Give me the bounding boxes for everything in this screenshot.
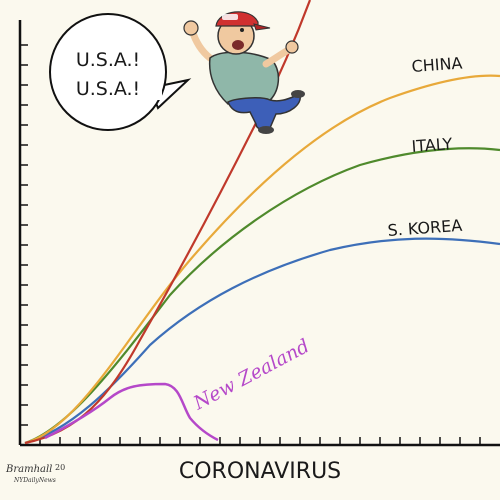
speech-bubble: U.S.A.! U.S.A.!	[49, 13, 192, 131]
signature-year: 20	[55, 463, 65, 472]
x-axis-label: CORONAVIRUS	[179, 459, 341, 484]
speech-line-1: U.S.A.!	[76, 49, 140, 71]
italy-label: ITALY	[411, 134, 453, 156]
y-axis-ticks	[20, 44, 28, 426]
italy-curve	[24, 147, 500, 445]
x-axis-ticks	[39, 437, 481, 445]
signature-name: Bramhall	[5, 464, 52, 475]
speech-bubble-shape	[49, 13, 167, 131]
china-curve	[24, 74, 500, 445]
new-zealand-curve	[44, 382, 219, 442]
man-climbing-line	[183, 11, 305, 134]
korea-curve	[24, 237, 500, 445]
axes	[18, 20, 500, 447]
usa-curve	[24, 0, 312, 445]
signature-outlet: NYDailyNews	[13, 477, 56, 484]
china-label: CHINA	[411, 53, 463, 76]
korea-label: S. KOREA	[387, 216, 463, 240]
artist-signature: Bramhall 20 NYDailyNews	[5, 463, 65, 484]
speech-line-2: U.S.A.!	[76, 78, 140, 100]
new-zealand-label: New Zealand	[189, 335, 313, 415]
